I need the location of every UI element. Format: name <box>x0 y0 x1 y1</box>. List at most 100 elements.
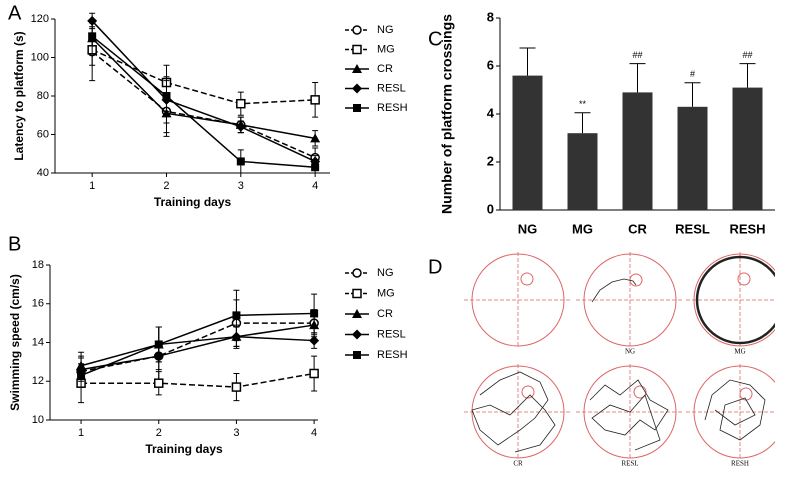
marker <box>352 64 362 73</box>
x-tick-label: RESH <box>729 221 765 236</box>
track-plots <box>464 250 786 478</box>
error-bar <box>629 63 646 93</box>
series-line <box>80 322 315 373</box>
marker <box>309 335 320 346</box>
x-tick-label: 1 <box>89 180 95 192</box>
marker <box>236 157 245 166</box>
annotation: # <box>690 69 695 79</box>
y-tick-label: 4 <box>487 105 495 120</box>
error-bar <box>684 82 701 107</box>
y-tick-label: 2 <box>487 153 494 168</box>
y-tick-label: 8 <box>487 9 494 24</box>
bar <box>512 75 543 210</box>
legend-label: RESH <box>377 349 408 361</box>
y-tick-label: 6 <box>487 57 494 72</box>
y-tick-label: 10 <box>32 414 44 426</box>
marker <box>352 288 362 299</box>
panel-label: D <box>428 256 442 278</box>
x-tick-label: 4 <box>311 427 317 439</box>
marker <box>77 371 86 380</box>
series-line <box>91 37 316 140</box>
panel-label: B <box>8 233 21 255</box>
y-axis-title: Number of platform crossings <box>439 14 455 214</box>
x-axis-title: Training days <box>145 442 223 456</box>
panel-label: A <box>8 2 22 24</box>
marker <box>310 133 321 143</box>
y-tick-label: 100 <box>31 51 49 63</box>
marker <box>353 104 361 112</box>
series-line <box>81 372 315 388</box>
x-tick-label: 3 <box>233 427 239 439</box>
marker <box>232 311 241 320</box>
legend-label: MG <box>377 43 395 55</box>
marker <box>352 25 362 35</box>
track-plot <box>686 252 786 348</box>
legend-label: NG <box>377 24 394 36</box>
error-bar <box>519 47 536 76</box>
track-plot <box>576 252 684 348</box>
marker <box>311 163 320 172</box>
bar <box>732 87 763 210</box>
marker <box>162 92 171 100</box>
bar <box>567 133 598 210</box>
marker <box>352 329 362 340</box>
track-plot <box>464 252 572 348</box>
bar <box>622 92 653 210</box>
marker <box>310 309 319 318</box>
track-plot <box>464 364 572 460</box>
y-tick-label: 120 <box>31 13 49 25</box>
x-tick-label: 2 <box>156 427 162 439</box>
marker <box>154 340 163 349</box>
bar <box>677 106 708 210</box>
series-line <box>80 324 315 367</box>
legend-label: RESH <box>377 102 408 114</box>
x-tick-label: 1 <box>78 427 84 439</box>
track-caption: MG <box>734 348 745 356</box>
series-line <box>91 20 316 163</box>
legend-label: MG <box>377 287 395 299</box>
legend-label: CR <box>377 63 393 75</box>
series-line <box>91 49 316 105</box>
track-plot <box>576 364 684 460</box>
marker <box>309 368 319 379</box>
x-tick-label: 2 <box>163 180 169 192</box>
y-tick-label: 12 <box>32 375 44 387</box>
track-plot <box>686 364 786 460</box>
marker <box>352 309 362 318</box>
marker <box>310 95 320 105</box>
x-tick-label: NG <box>518 221 538 236</box>
error-bar <box>739 63 756 88</box>
annotation: ## <box>742 50 752 60</box>
marker <box>235 121 246 132</box>
legend-label: RESL <box>377 82 406 94</box>
legend-label: CR <box>377 308 393 320</box>
y-tick-label: 14 <box>32 336 44 348</box>
x-tick-label: 3 <box>238 180 244 192</box>
y-tick-label: 60 <box>37 128 49 140</box>
y-tick-label: 40 <box>37 167 49 179</box>
legend-label: NG <box>377 267 394 279</box>
series-line <box>80 312 315 377</box>
legend-item: CR <box>345 308 393 320</box>
y-tick-label: 16 <box>32 298 44 310</box>
y-axis-title: Swimming speed (cm/s) <box>8 274 22 411</box>
annotation: ## <box>632 50 642 60</box>
error-bar <box>574 112 591 134</box>
y-tick-label: 0 <box>487 201 494 216</box>
legend-item: CR <box>345 63 393 75</box>
x-tick-label: CR <box>628 221 647 236</box>
marker <box>352 268 362 278</box>
series-line <box>91 35 316 168</box>
series-line <box>80 335 315 371</box>
y-axis-title: Latency to platform (s) <box>12 31 26 160</box>
marker <box>236 98 246 109</box>
marker <box>88 32 97 41</box>
legend-label: RESL <box>377 328 406 340</box>
marker <box>353 351 361 359</box>
annotation: ** <box>579 99 587 109</box>
y-tick-label: 18 <box>32 259 44 271</box>
series-line <box>91 51 316 159</box>
y-tick-label: 80 <box>37 90 49 102</box>
marker <box>352 44 362 55</box>
